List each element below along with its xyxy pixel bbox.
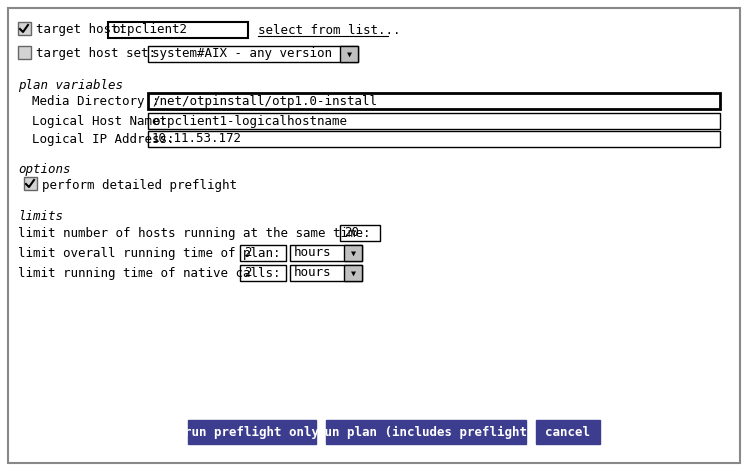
Text: Logical Host Name:: Logical Host Name:: [32, 114, 167, 128]
FancyBboxPatch shape: [18, 46, 31, 59]
Text: select from list...: select from list...: [258, 24, 400, 36]
Text: Logical IP Address:: Logical IP Address:: [32, 132, 174, 146]
Text: run plan (includes preflight): run plan (includes preflight): [317, 425, 535, 439]
Text: otpclient2: otpclient2: [112, 24, 187, 36]
Text: /net/otpinstall/otp1.0-install: /net/otpinstall/otp1.0-install: [152, 95, 377, 107]
Text: hours: hours: [294, 267, 331, 279]
FancyBboxPatch shape: [536, 420, 600, 444]
FancyBboxPatch shape: [290, 245, 362, 261]
Text: 10.11.53.172: 10.11.53.172: [152, 132, 242, 146]
FancyBboxPatch shape: [290, 265, 362, 281]
FancyBboxPatch shape: [240, 245, 286, 261]
FancyBboxPatch shape: [344, 245, 362, 261]
Text: 20: 20: [344, 227, 359, 239]
FancyBboxPatch shape: [8, 8, 740, 463]
FancyBboxPatch shape: [148, 113, 720, 129]
Text: system#AIX - any version: system#AIX - any version: [152, 48, 332, 60]
FancyBboxPatch shape: [240, 265, 286, 281]
FancyBboxPatch shape: [24, 177, 37, 190]
Text: perform detailed preflight: perform detailed preflight: [42, 179, 237, 192]
Text: 2: 2: [244, 246, 251, 260]
FancyBboxPatch shape: [188, 420, 316, 444]
Text: limit overall running time of plan:: limit overall running time of plan:: [18, 246, 280, 260]
Text: limit running time of native calls:: limit running time of native calls:: [18, 267, 280, 279]
Text: options: options: [18, 163, 70, 177]
FancyBboxPatch shape: [148, 131, 720, 147]
FancyBboxPatch shape: [148, 93, 720, 109]
FancyBboxPatch shape: [108, 22, 248, 38]
Text: cancel: cancel: [545, 425, 590, 439]
Text: run preflight only: run preflight only: [185, 425, 319, 439]
Text: plan variables: plan variables: [18, 79, 123, 91]
Text: ▼: ▼: [351, 268, 355, 277]
Text: hours: hours: [294, 246, 331, 260]
Text: otpclient1-logicalhostname: otpclient1-logicalhostname: [152, 114, 347, 128]
Text: limits: limits: [18, 211, 63, 224]
FancyBboxPatch shape: [148, 46, 358, 62]
Text: limit number of hosts running at the same time:: limit number of hosts running at the sam…: [18, 227, 370, 239]
Text: target host set:: target host set:: [36, 48, 156, 60]
Text: Media Directory :: Media Directory :: [32, 95, 159, 107]
FancyBboxPatch shape: [340, 225, 380, 241]
FancyBboxPatch shape: [340, 46, 358, 62]
Text: target host:: target host:: [36, 24, 126, 36]
FancyBboxPatch shape: [326, 420, 526, 444]
FancyBboxPatch shape: [344, 265, 362, 281]
Text: ▼: ▼: [346, 49, 352, 58]
Text: ▼: ▼: [351, 249, 355, 258]
Text: 2: 2: [244, 267, 251, 279]
FancyBboxPatch shape: [18, 22, 31, 35]
